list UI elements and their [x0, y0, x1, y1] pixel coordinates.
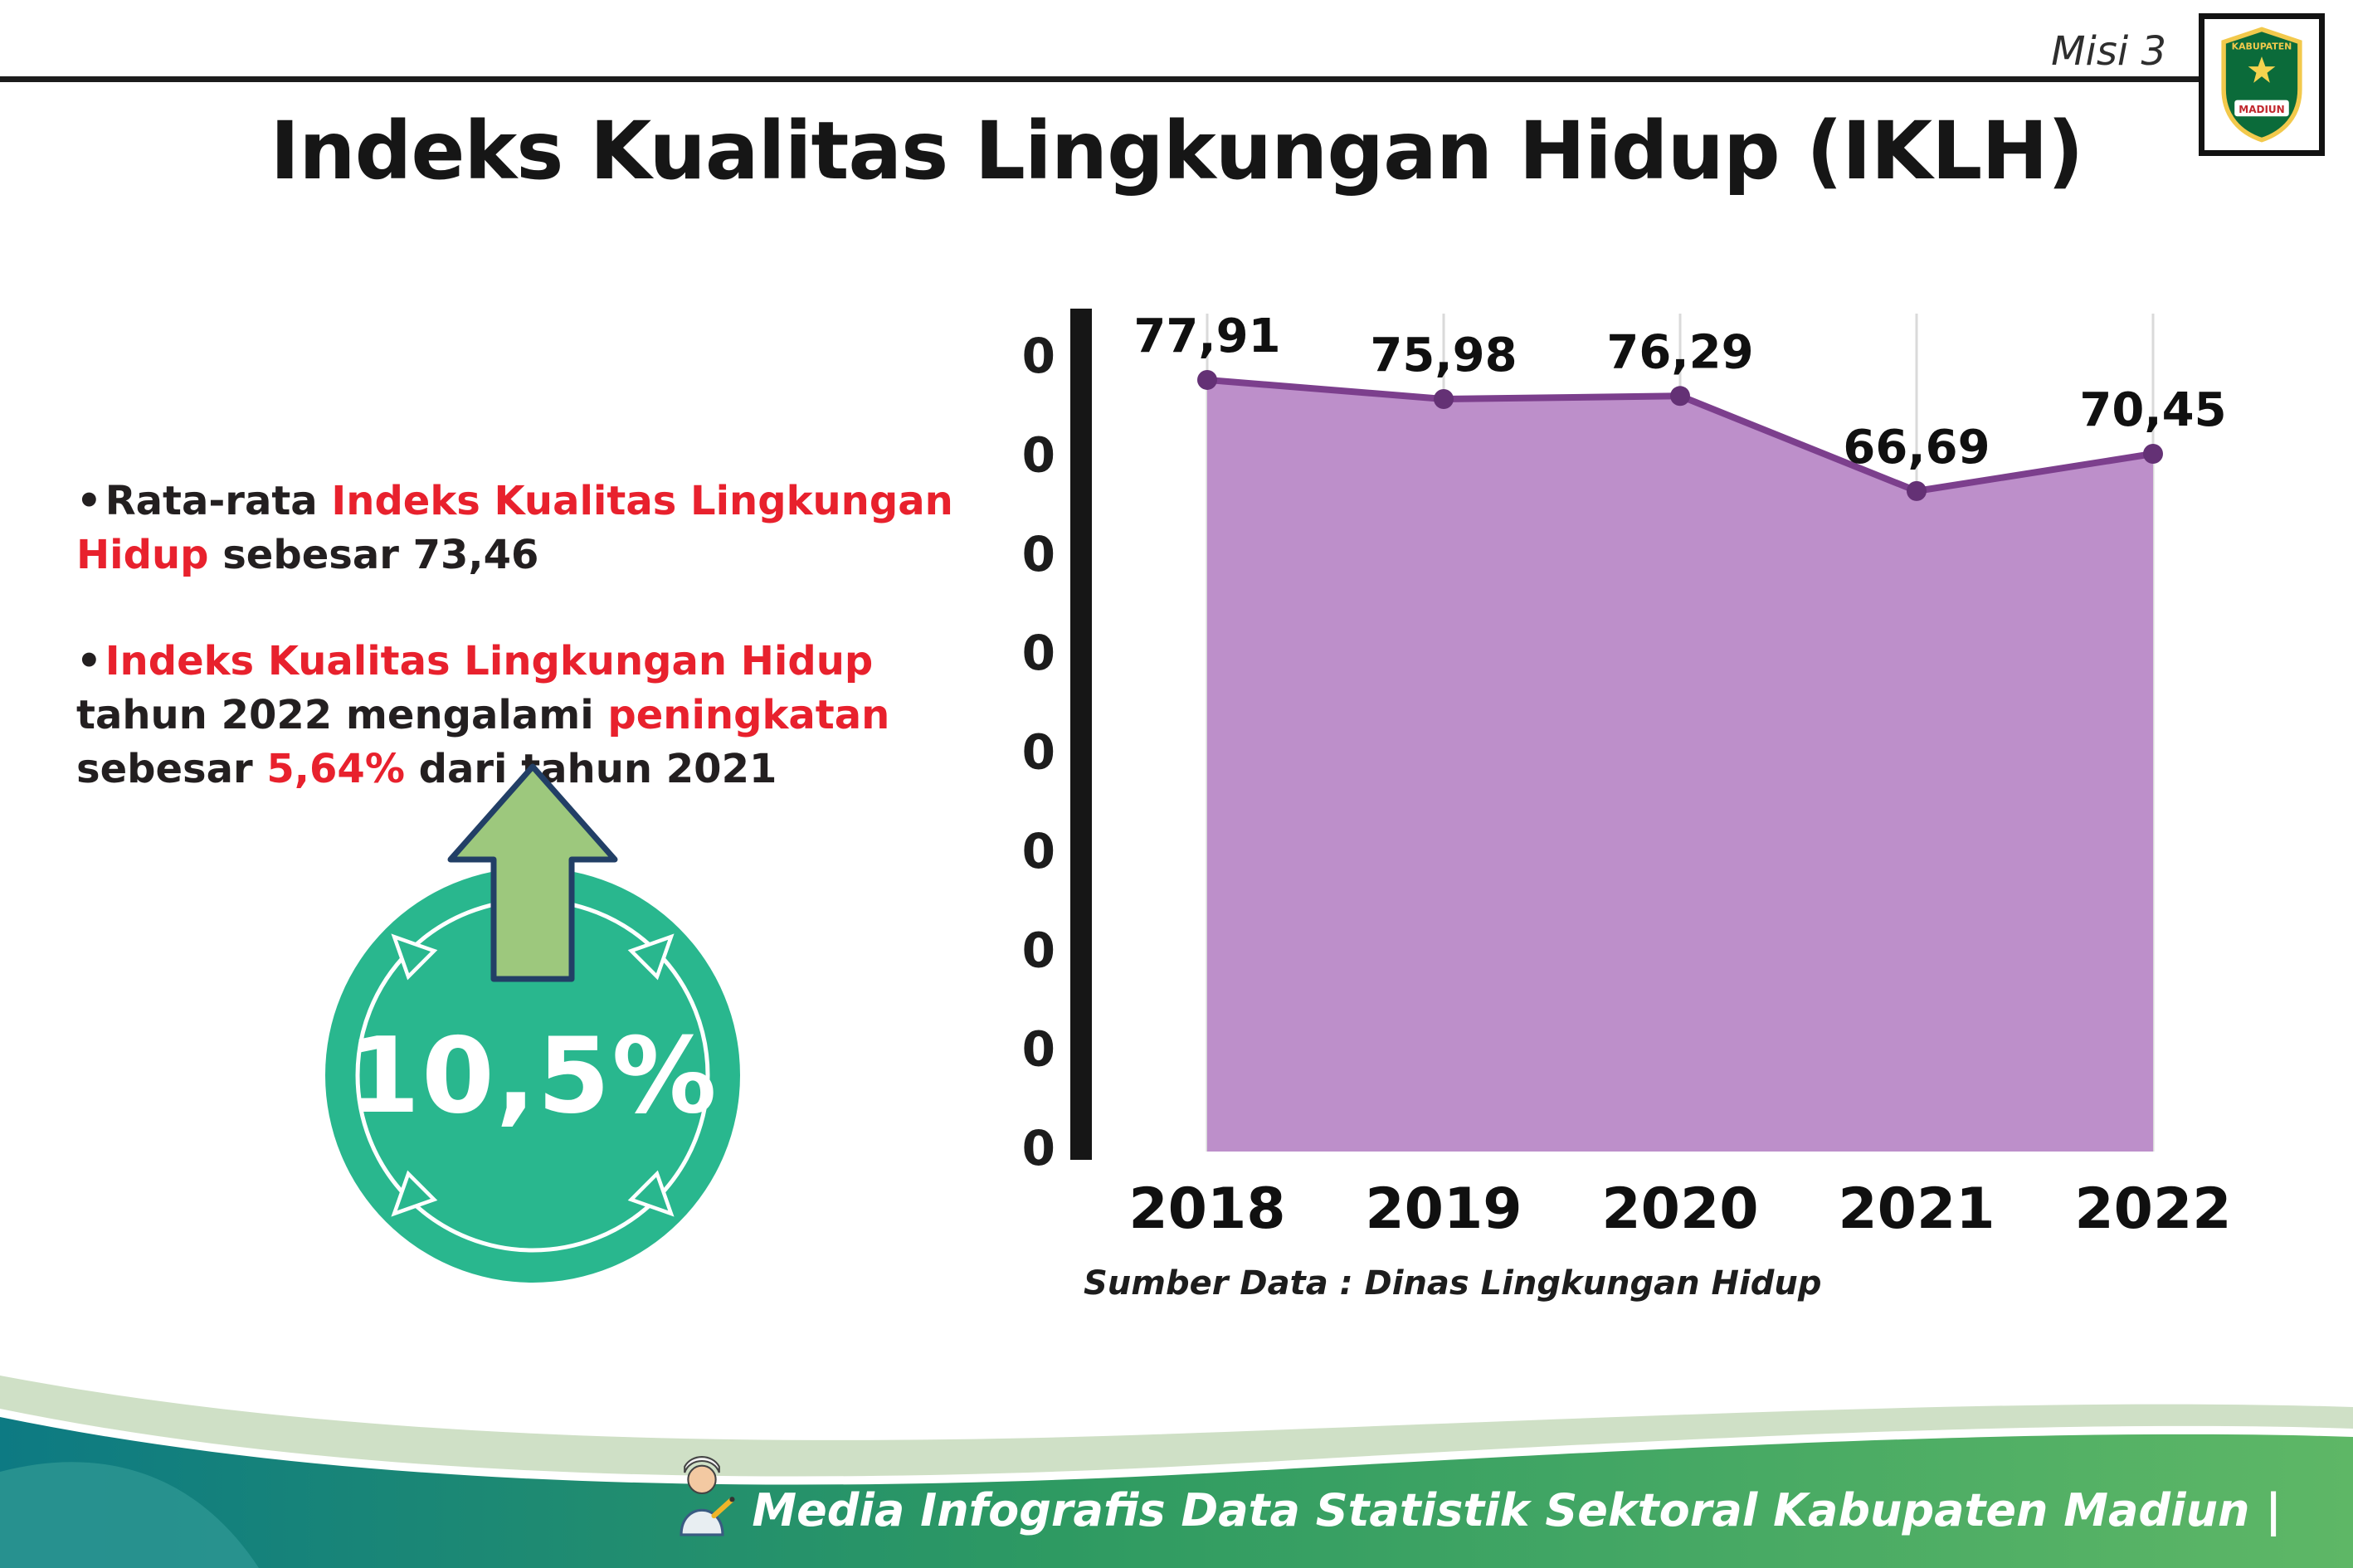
bullet-item: •Rata-rata Indeks Kualitas Lingkungan Hi… [76, 475, 1014, 583]
bullet-text-segment: sebesar 73,46 [208, 532, 539, 579]
mascot-icon [680, 1456, 735, 1536]
logo-text-top: KABUPATEN [2232, 41, 2292, 51]
kabupaten-madiun-logo: KABUPATEN MADIUN [2199, 13, 2325, 156]
svg-text:70: 70 [1021, 426, 1055, 483]
bullet-text-segment: 5,64% [266, 746, 405, 793]
svg-text:66,69: 66,69 [1843, 421, 1990, 475]
footer-bar: Media Infografis Data Statistik Sektoral… [667, 1450, 2282, 1536]
summary-bullets: •Rata-rata Indeks Kualitas Lingkungan Hi… [76, 475, 1014, 796]
bullet-item: •Indeks Kualitas Lingkungan Hidup tahun … [76, 635, 1014, 797]
svg-text:75,98: 75,98 [1370, 329, 1517, 382]
header-divider [0, 76, 2200, 82]
footer-wave-graphic [0, 1376, 2353, 1568]
svg-text:77,91: 77,91 [1133, 309, 1280, 363]
svg-text:2021: 2021 [1838, 1176, 1995, 1242]
svg-text:2018: 2018 [1128, 1176, 1285, 1242]
bullet-text-segment: Indeks Kualitas Lingkungan Hidup [76, 478, 953, 579]
bullet-text-segment: Rata-rata [105, 478, 332, 524]
misi-label: Misi 3 [2051, 28, 2166, 75]
svg-text:20: 20 [1021, 922, 1055, 978]
svg-text:50: 50 [1021, 625, 1055, 681]
svg-text:2020: 2020 [1601, 1176, 1758, 1242]
bullet-text-segment: Indeks Kualitas Lingkungan Hidup [105, 637, 874, 684]
page-title: Indeks Kualitas Lingkungan Hidup (IKLH) [270, 105, 2084, 197]
badge-circle: 10,5% [325, 868, 740, 1283]
svg-text:70,45: 70,45 [2079, 383, 2226, 437]
svg-text:60: 60 [1021, 526, 1055, 582]
svg-text:80: 80 [1021, 328, 1055, 384]
logo-text-bottom: MADIUN [2239, 104, 2284, 115]
bullet-text-segment: sebesar [76, 746, 267, 793]
bullet-text-segment: dari tahun 2021 [404, 746, 777, 793]
badge-value: 10,5% [347, 1014, 719, 1137]
madiun-crest-icon: KABUPATEN MADIUN [2221, 27, 2302, 143]
svg-text:30: 30 [1021, 823, 1055, 879]
iklh-chart-svg: 0 10 20 30 40 50 60 70 80 77,91 75,98 76,29 66,69 70,… [1021, 309, 2232, 1242]
svg-text:2019: 2019 [1365, 1176, 1522, 1242]
source-note: Sumber Data : Dinas Lingkungan Hidup [1084, 1264, 1822, 1303]
footer-caption: Media Infografis Data Statistik Sektoral… [752, 1484, 2282, 1536]
bullet-marker: • [76, 478, 102, 524]
svg-text:40: 40 [1021, 724, 1055, 781]
bullet-marker: • [76, 637, 102, 684]
svg-text:0: 0 [1022, 1120, 1055, 1176]
svg-text:76,29: 76,29 [1606, 325, 1753, 379]
svg-text:10: 10 [1021, 1021, 1055, 1078]
increase-badge: 10,5% [325, 762, 740, 1299]
logo-star-icon [2248, 56, 2276, 83]
bullet-text-segment: peningkatan [607, 691, 890, 738]
svg-text:2022: 2022 [2074, 1176, 2231, 1242]
up-arrow-icon [447, 763, 618, 982]
bullet-text-segment: tahun 2022 mengalami [76, 691, 608, 738]
